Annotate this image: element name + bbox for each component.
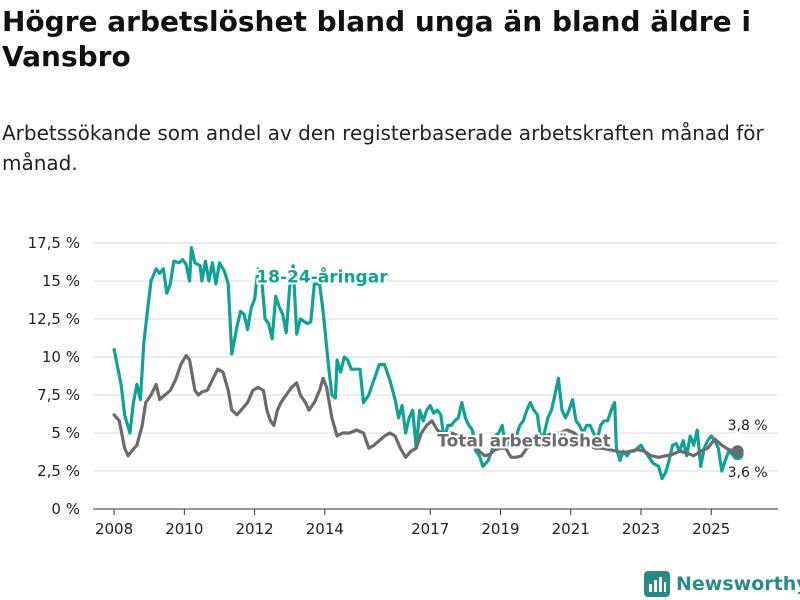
series-end-point <box>731 445 744 458</box>
y-tick-label: 7,5 % <box>37 386 80 404</box>
x-axis: 2008 2010 2012 2014 2017 2019 2021 2023 2025 <box>95 509 730 538</box>
series-label-youth: 18-24-åringar <box>256 266 388 288</box>
brand-name: Newsworthy <box>676 573 800 595</box>
series-labels: 18-24-åringar Total arbetslöshet 3,8 % 3,6 … <box>254 264 769 484</box>
y-tick-label: 10 % <box>42 348 80 366</box>
series-label-total: Total arbetslöshet <box>437 432 611 452</box>
x-tick-label: 2008 <box>95 520 133 538</box>
y-tick-label: 0 % <box>51 500 80 518</box>
end-value-youth: 3,6 % <box>728 465 768 481</box>
grid-lines <box>93 242 778 510</box>
page-subtitle: Arbetssökande som andel av den registerb… <box>2 121 764 175</box>
x-tick-label: 2017 <box>411 520 449 538</box>
series-lines <box>112 246 744 481</box>
x-tick-label: 2014 <box>306 520 344 538</box>
end-value-total: 3,8 % <box>728 418 768 434</box>
brand-logo: Newsworthy <box>644 570 800 598</box>
x-tick-label: 2012 <box>235 520 273 538</box>
chart-logo-icon <box>644 571 670 597</box>
y-tick-label: 2,5 % <box>37 462 80 480</box>
x-tick-label: 2021 <box>552 520 590 538</box>
x-tick-label: 2019 <box>481 520 519 538</box>
x-tick-label: 2023 <box>622 520 660 538</box>
y-tick-label: 12,5 % <box>28 310 80 328</box>
page-title: Högre arbetslöshet bland unga än bland ä… <box>2 5 751 73</box>
y-tick-label: 15 % <box>42 272 80 290</box>
y-tick-label: 5 % <box>51 424 80 442</box>
y-axis: 0 % 2,5 % 5 % 7,5 % 10 % 12,5 % 15 % 17,5 % <box>28 234 80 518</box>
series-line-youth <box>112 246 740 481</box>
x-tick-label: 2025 <box>692 520 730 538</box>
series-line-total <box>112 353 740 459</box>
y-tick-label: 17,5 % <box>28 234 80 252</box>
x-tick-label: 2010 <box>165 520 203 538</box>
